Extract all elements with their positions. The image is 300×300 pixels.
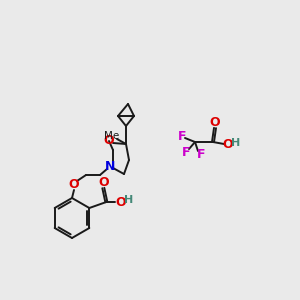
Text: F: F bbox=[178, 130, 186, 142]
Text: O: O bbox=[69, 178, 79, 191]
Text: O: O bbox=[104, 134, 114, 148]
Text: F: F bbox=[197, 148, 205, 161]
Text: H: H bbox=[231, 138, 241, 148]
Text: N: N bbox=[105, 160, 115, 172]
Text: O: O bbox=[223, 139, 233, 152]
Text: Me: Me bbox=[104, 131, 120, 141]
Text: H: H bbox=[124, 195, 133, 205]
Text: F: F bbox=[182, 146, 190, 158]
Text: O: O bbox=[115, 196, 126, 208]
Text: O: O bbox=[210, 116, 220, 128]
Text: O: O bbox=[98, 176, 109, 188]
